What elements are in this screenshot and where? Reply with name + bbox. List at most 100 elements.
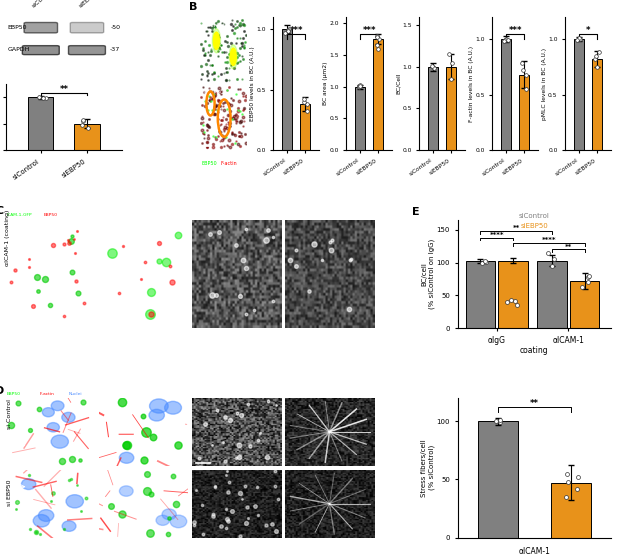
Point (577, 283, 587, 292)
Point (299, 97, 309, 106)
Point (495, 418, 505, 427)
Point (512, 301, 522, 310)
Bar (428, 67, 438, 150)
Text: EBP50: EBP50 (201, 161, 217, 166)
Point (429, 63, 439, 72)
Text: αICAM-1 (coating): αICAM-1 (coating) (5, 210, 10, 266)
Point (500, 36, 510, 45)
Point (284, 25, 294, 34)
Point (584, 273, 594, 282)
Point (280, 28, 290, 37)
Circle shape (149, 409, 164, 421)
Text: **: ** (529, 399, 539, 408)
Text: si EBP50: si EBP50 (7, 479, 12, 506)
Point (283, 26, 292, 35)
Point (373, 41, 383, 50)
Bar (478, 421, 518, 538)
Point (573, 473, 583, 482)
Bar (28, 97, 54, 150)
Bar (373, 39, 383, 150)
Text: ***: *** (362, 26, 376, 35)
Text: D: D (0, 386, 5, 396)
Bar (519, 74, 529, 150)
Bar (10, 403, 36, 424)
Circle shape (229, 45, 238, 69)
Circle shape (149, 399, 168, 413)
Point (575, 35, 585, 44)
Text: siEBP50: siEBP50 (520, 222, 548, 228)
Point (563, 477, 573, 486)
Text: E: E (412, 207, 419, 217)
Point (41, 94, 51, 102)
Bar (74, 124, 100, 150)
Point (590, 54, 600, 63)
Circle shape (66, 494, 83, 508)
Point (502, 35, 511, 44)
Point (499, 37, 509, 46)
Point (354, 82, 364, 91)
Point (561, 492, 571, 501)
Text: siControl: siControl (203, 24, 227, 29)
Point (355, 81, 365, 90)
Point (547, 262, 557, 270)
Point (78, 116, 88, 125)
Text: EBP50: EBP50 (210, 392, 224, 396)
Bar (501, 39, 511, 150)
Point (372, 31, 382, 40)
Point (481, 258, 491, 267)
Point (374, 35, 384, 44)
Point (373, 44, 383, 53)
Circle shape (120, 486, 133, 496)
Point (38, 94, 48, 102)
Text: **: ** (513, 225, 520, 231)
Text: siControl: siControl (31, 0, 56, 8)
Circle shape (43, 408, 54, 417)
Circle shape (156, 515, 170, 525)
Bar (592, 59, 602, 150)
Point (373, 32, 383, 41)
Point (503, 36, 513, 45)
Text: ***: *** (289, 26, 303, 35)
Point (302, 107, 312, 116)
Bar (446, 67, 456, 150)
Point (447, 58, 457, 67)
Text: αICAM-1: αICAM-1 (518, 547, 550, 557)
Point (518, 59, 528, 68)
Point (35, 93, 44, 102)
Text: C: C (0, 206, 4, 216)
Text: ICAM-1-GFP: ICAM-1-GFP (201, 213, 226, 217)
Bar (499, 260, 528, 328)
Text: F-actin: F-actin (303, 392, 318, 396)
Text: EBP50: EBP50 (7, 25, 27, 30)
Text: F-actin: F-actin (40, 392, 55, 396)
Text: **: ** (565, 244, 572, 250)
Point (481, 257, 491, 266)
Circle shape (119, 452, 134, 463)
Text: siEBP50: siEBP50 (78, 0, 100, 8)
Point (77, 120, 87, 129)
Point (592, 62, 602, 71)
Bar (282, 29, 292, 150)
Point (302, 100, 312, 109)
Point (299, 95, 309, 104)
Circle shape (22, 479, 36, 489)
Text: Nuclei: Nuclei (68, 392, 82, 396)
Bar (570, 281, 599, 328)
Text: **: ** (59, 85, 68, 94)
Point (582, 278, 592, 287)
Circle shape (47, 423, 59, 432)
Bar (300, 104, 310, 150)
Point (573, 484, 582, 493)
Point (562, 469, 572, 478)
Bar (24, 253, 64, 312)
Circle shape (51, 435, 68, 448)
Point (518, 66, 528, 74)
Text: -50: -50 (110, 25, 120, 30)
Point (591, 51, 601, 60)
Y-axis label: pMLC levels in BC (A.U.): pMLC levels in BC (A.U.) (542, 48, 547, 119)
Bar (550, 483, 590, 538)
Point (507, 295, 516, 304)
Text: F-actin: F-actin (64, 213, 79, 217)
Circle shape (38, 510, 54, 521)
Bar (466, 262, 495, 328)
